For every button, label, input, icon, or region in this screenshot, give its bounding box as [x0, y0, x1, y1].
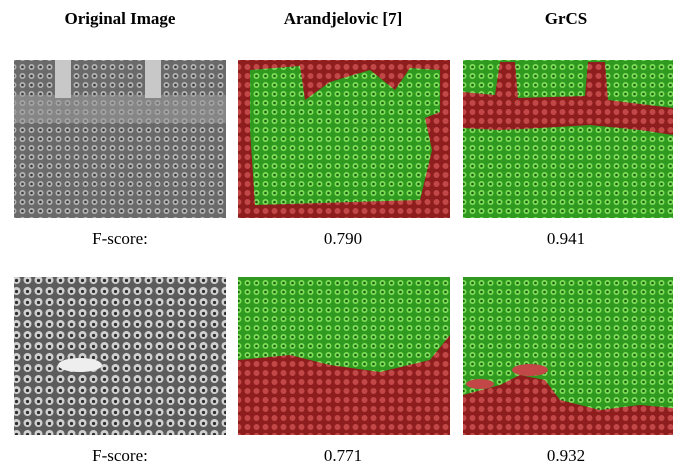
original-image [14, 60, 226, 218]
page: {"headers": ["Original Image", "Arandjel… [0, 0, 683, 468]
f-score: 0.790 [324, 229, 362, 248]
column-header: GrCS [545, 9, 588, 28]
figure: Original Image Arandjelovic [7] GrCS F-s… [0, 0, 683, 468]
column-header: Arandjelovic [7] [284, 9, 403, 28]
segmentation-result [463, 277, 673, 435]
segmentation-result [238, 277, 450, 435]
metric-label: F-score: [92, 229, 148, 248]
original-image [14, 277, 226, 435]
f-score: 0.941 [547, 229, 585, 248]
f-score: 0.932 [547, 446, 585, 465]
segmentation-result [238, 60, 450, 218]
segmentation-result [463, 60, 673, 218]
metric-label: F-score: [92, 446, 148, 465]
f-score: 0.771 [324, 446, 362, 465]
column-header: Original Image [65, 9, 176, 28]
